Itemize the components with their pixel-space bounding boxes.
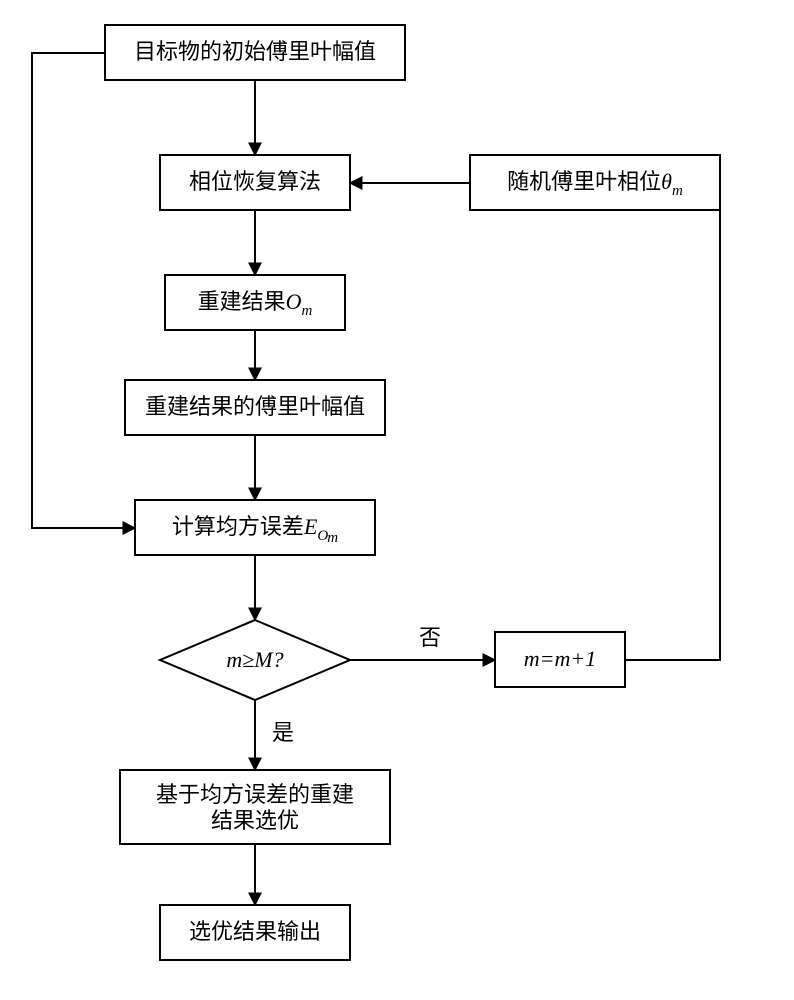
node-initial-fourier-amplitude: 目标物的初始傅里叶幅值 bbox=[105, 25, 405, 80]
node-select-best-by-mse: 基于均方误差的重建 结果选优 bbox=[120, 770, 390, 844]
node-compute-mse: 计算均方误差EOm bbox=[135, 500, 375, 555]
svg-text:目标物的初始傅里叶幅值: 目标物的初始傅里叶幅值 bbox=[134, 39, 376, 64]
svg-text:结果选优: 结果选优 bbox=[211, 808, 299, 833]
svg-text:基于均方误差的重建: 基于均方误差的重建 bbox=[156, 782, 354, 807]
nodes: 目标物的初始傅里叶幅值 相位恢复算法 重建结果Om 重建结果的傅里叶幅值 计算均… bbox=[105, 25, 720, 960]
svg-text:相位恢复算法: 相位恢复算法 bbox=[189, 169, 321, 194]
node-phase-retrieval-algorithm: 相位恢复算法 bbox=[160, 155, 350, 210]
node-reconstruction-fourier-amplitude: 重建结果的傅里叶幅值 bbox=[125, 380, 385, 435]
node-reconstruction-result: 重建结果Om bbox=[165, 275, 345, 330]
node-output-best-result: 选优结果输出 bbox=[160, 905, 350, 960]
edge-n1-n5 bbox=[32, 53, 135, 528]
node-decision-m-ge-M: m≥M? bbox=[160, 620, 350, 700]
edge-label-no: 否 bbox=[419, 625, 441, 650]
svg-text:选优结果输出: 选优结果输出 bbox=[189, 919, 321, 944]
edge-label-yes: 是 bbox=[272, 720, 294, 745]
node-random-fourier-phase: 随机傅里叶相位θm bbox=[470, 155, 720, 210]
svg-text:m=m+1: m=m+1 bbox=[524, 646, 596, 671]
edge-n10-n9 bbox=[625, 183, 720, 660]
svg-text:重建结果的傅里叶幅值: 重建结果的傅里叶幅值 bbox=[145, 394, 365, 419]
node-increment-m: m=m+1 bbox=[495, 632, 625, 687]
svg-text:m≥M?: m≥M? bbox=[226, 647, 283, 672]
